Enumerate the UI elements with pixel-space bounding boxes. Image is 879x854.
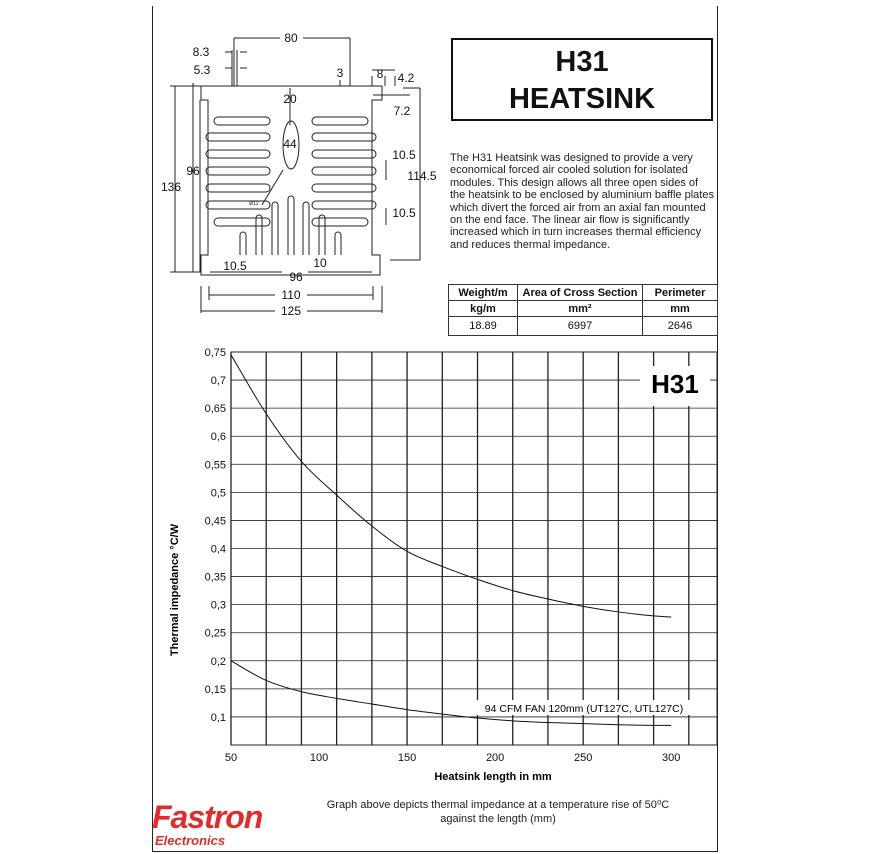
x-tick-label: 150	[398, 752, 416, 764]
series-line-1	[230, 354, 672, 618]
fin-right	[311, 200, 377, 210]
heatsink-outline	[200, 85, 383, 276]
x-tick-label: 100	[310, 752, 328, 764]
dim-136: 136	[161, 180, 181, 194]
fin-bottom	[334, 231, 342, 255]
y-tick-label: 0,75	[205, 347, 226, 359]
dim-8-3: 8.3	[193, 45, 210, 59]
y-tick-label: 0,6	[211, 431, 226, 443]
y-tick-label: 0,15	[205, 684, 226, 696]
title-model: H31	[555, 46, 609, 78]
dim-4-2: 4.2	[398, 71, 415, 85]
dim-20: 20	[283, 92, 297, 106]
series-annotation: 94 CFM FAN 120mm (UT127C, UTL127C)	[485, 703, 683, 715]
fin-bottom	[287, 195, 295, 255]
x-tick-label: 200	[486, 752, 504, 764]
fin-left	[205, 183, 271, 193]
value-area: 6997	[517, 316, 643, 336]
y-tick-label: 0,5	[211, 487, 226, 499]
dim-44: 44	[283, 137, 297, 151]
caption-line-2: against the length (mm)	[440, 813, 556, 825]
fin-left	[213, 217, 271, 227]
caption-line-1: Graph above depicts thermal impedance at…	[326, 799, 670, 811]
title-box: H31 HEATSINK	[451, 38, 713, 121]
x-tick-label: 300	[662, 752, 680, 764]
chart-label-bg	[640, 366, 710, 406]
logo-sub: Electronics	[155, 833, 226, 848]
fin-right	[311, 217, 369, 227]
value-weight: 18.89	[448, 316, 518, 336]
fin-right	[311, 166, 377, 176]
dim-3: 3	[337, 66, 344, 80]
title-product: HEATSINK	[508, 83, 656, 115]
fin-left	[205, 200, 271, 210]
dim-10: 10	[313, 256, 327, 270]
header-area: Area of Cross Section	[517, 284, 643, 301]
dim-10-5-bottom: 10.5	[223, 259, 247, 273]
fin-left	[205, 132, 271, 142]
fin-right	[311, 183, 377, 193]
dim-110: 110	[281, 288, 300, 302]
value-perimeter: 2646	[642, 316, 718, 336]
dim-8: 8	[377, 67, 384, 81]
fastron-logo: Fastron Electronics	[152, 800, 302, 848]
x-tick-label: 250	[574, 752, 592, 764]
heatsink-drawing: 80 8.3 5.3 3 8 4.2 7.2 20 44 96 136 114.…	[161, 31, 437, 318]
dim-80: 80	[284, 31, 298, 45]
y-tick-label: 0,2	[211, 656, 226, 668]
dim-10-5-lower: 10.5	[392, 206, 416, 220]
logo-name: Fastron	[152, 799, 263, 835]
header-perimeter: Perimeter	[642, 284, 718, 301]
y-axis-label: Thermal impedance °C/W	[169, 523, 181, 656]
y-tick-label: 0,55	[205, 459, 226, 471]
fin-bottom	[255, 214, 263, 255]
dim-125: 125	[281, 304, 301, 318]
fin-right	[311, 132, 377, 142]
description: The H31 Heatsink was designed to provide…	[450, 152, 714, 251]
chart-caption: Graph above depicts thermal impedance at…	[318, 798, 678, 826]
dim-10-5-upper: 10.5	[392, 148, 416, 162]
y-tick-label: 0,7	[211, 375, 226, 387]
center-slot	[282, 120, 300, 170]
fin-bottom	[239, 231, 247, 255]
header-weight: Weight/m	[448, 284, 518, 301]
y-tick-label: 0,1	[211, 712, 226, 724]
y-tick-label: 0,35	[205, 572, 226, 584]
y-tick-label: 0,4	[211, 544, 226, 556]
annotation-bg	[468, 700, 698, 715]
fin-right	[311, 149, 377, 159]
y-tick-label: 0,25	[205, 628, 226, 640]
dim-7-2: 7.2	[394, 104, 411, 118]
dim-96-left: 96	[186, 164, 200, 178]
fin-bottom	[318, 214, 326, 255]
fin-left	[205, 149, 271, 159]
fin-bottom	[271, 201, 279, 255]
series-line-2	[230, 660, 672, 726]
dim-114-5: 114.5	[407, 169, 436, 183]
y-tick-label: 0,45	[205, 515, 226, 527]
fin-bottom	[302, 201, 310, 255]
dimension-lines	[170, 37, 421, 313]
fin-right	[311, 116, 369, 126]
dim-96-bottom: 96	[289, 270, 303, 284]
y-tick-label: 0,65	[205, 403, 226, 415]
spec-table: Weight/m Area of Cross Section Perimeter…	[448, 284, 718, 336]
y-tick-label: 0,3	[211, 600, 226, 612]
thermal-impedance-chart: 0,750,70,650,60,550,50,450,40,350,30,250…	[169, 347, 718, 783]
x-tick-label: 50	[225, 752, 237, 764]
chart-label: H31	[651, 369, 699, 399]
x-axis-label: Heatsink length in mm	[434, 771, 552, 783]
fin-left	[213, 116, 271, 126]
dim-dia-12: Ø12	[249, 201, 259, 207]
fin-left	[205, 166, 271, 176]
dim-5-3: 5.3	[194, 63, 211, 77]
